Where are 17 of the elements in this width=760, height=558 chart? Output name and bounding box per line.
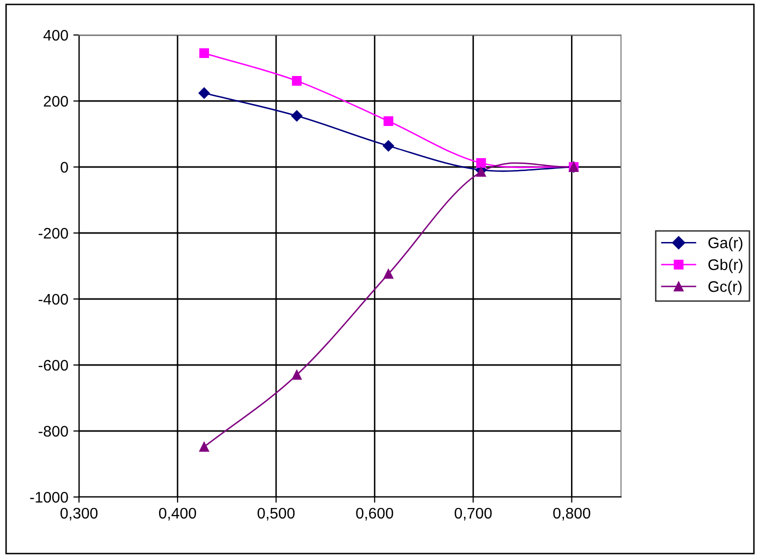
y-tick-label: 0 — [60, 162, 68, 173]
x-tick-label: 0,600 — [356, 508, 394, 520]
x-tick-label: 0,800 — [553, 508, 590, 520]
legend-label: Gb(r) — [708, 258, 742, 274]
y-tick-label: 400 — [43, 30, 68, 41]
legend-label: Gc(r) — [708, 280, 742, 295]
y-tick-label: -200 — [38, 228, 68, 239]
x-tick-label: 0,300 — [60, 508, 98, 520]
legend-label: Ga(r) — [708, 237, 742, 252]
y-tick-label: -1000 — [30, 492, 68, 503]
y-tick-label: -600 — [38, 360, 68, 371]
y-tick-label: 200 — [44, 96, 68, 107]
x-tick-label: 0,700 — [454, 508, 492, 520]
y-tick-label: -400 — [38, 294, 68, 305]
x-tick-label: 0,400 — [159, 508, 196, 520]
y-tick-label: -800 — [38, 426, 68, 437]
x-tick-label: 0,500 — [258, 508, 295, 520]
